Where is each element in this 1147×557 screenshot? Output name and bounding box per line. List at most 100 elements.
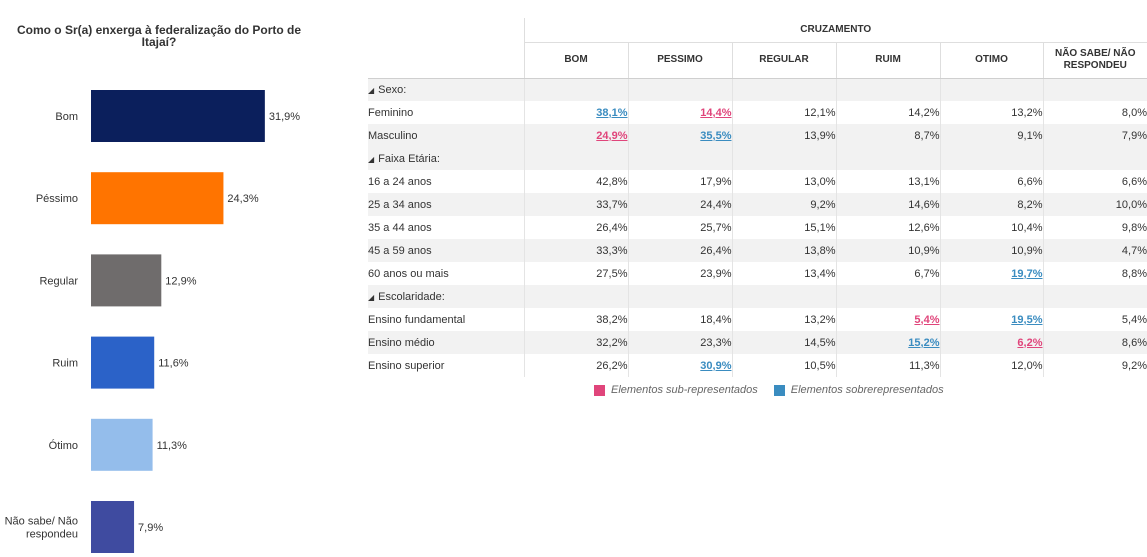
bar-3 [91, 336, 155, 389]
collapse-triangle-icon[interactable]: ◢ [368, 292, 375, 302]
table-cell: 14,2% [835, 101, 940, 124]
section-label-text: Sexo: [378, 83, 407, 96]
table-row: 25 a 34 anos 33,7% 24,4% 9,2% 14,6% 8,2% 10,0% [368, 193, 1147, 216]
table-cell: 6,6% [1042, 170, 1147, 193]
table-cell: 19,5% [939, 308, 1043, 331]
row-label: Masculino [368, 124, 524, 147]
under-swatch [594, 384, 605, 396]
table-cell: 5,4% [1042, 308, 1147, 331]
category-label: Não sabe/ Não respondeu [5, 516, 78, 541]
table-cell: 8,2% [939, 193, 1043, 216]
table-cell: 5,4% [835, 308, 940, 331]
under-represented-value: 14,4% [700, 106, 732, 119]
section-label[interactable]: ◢ Sexo: [368, 78, 524, 101]
section-blank-cell [627, 147, 732, 170]
table-row: Feminino 38,1% 14,4% 12,1% 14,2% 13,2% 8,0% [368, 101, 1147, 124]
over-represented-value: 19,7% [1011, 267, 1043, 280]
column-header-row: BOM PESSIMO REGULAR RUIM OTIMO NÃO SABE/ NÃO R… [368, 42, 1147, 79]
table-cell: 32,2% [523, 331, 628, 354]
table-cell: 13,8% [731, 239, 836, 262]
row-label: 35 a 44 anos [368, 221, 432, 234]
table-cell: 25,7% [627, 216, 732, 239]
bar-0 [91, 90, 265, 142]
table-cell: 12,0% [939, 354, 1043, 377]
table-cell: 9,8% [1042, 216, 1147, 239]
legend-over-label: Elementos sobrerepresentados [790, 384, 944, 396]
row-label: Feminino [368, 106, 414, 119]
table-cell: 13,4% [731, 262, 836, 285]
section-blank-cell [523, 147, 628, 170]
table-cell: 30,9% [627, 354, 732, 377]
column-header: BOM [523, 42, 628, 79]
row-label: 45 a 59 anos [368, 239, 524, 262]
row-label: Ensino superior [368, 359, 445, 372]
section-label-text: Faixa Etária: [378, 152, 440, 165]
table-cell: 38,2% [523, 308, 628, 331]
collapse-triangle-icon[interactable]: ◢ [368, 154, 375, 164]
table-cell: 33,3% [523, 239, 628, 262]
group-header-row: CRUZAMENTO [368, 18, 1147, 43]
table-cell: 38,1% [523, 101, 628, 124]
table-row: 60 anos ou mais 27,5% 23,9% 13,4% 6,7% 19,7% 8… [368, 262, 1147, 285]
table-cell: 9,1% [939, 124, 1043, 147]
table-cell: 10,9% [939, 239, 1043, 262]
table-cell: 13,9% [731, 124, 836, 147]
table-cell: 26,4% [627, 239, 732, 262]
section-blank-cell [835, 285, 940, 308]
section-row[interactable]: ◢ Sexo: [368, 78, 1147, 101]
significance-legend: Elementos sub-representados Elementos so… [594, 384, 960, 396]
section-blank-cell [731, 78, 836, 101]
table-cell: 19,7% [939, 262, 1043, 285]
over-represented-value: 30,9% [700, 359, 732, 372]
table-cell: 15,1% [731, 216, 836, 239]
row-label: Ensino médio [368, 331, 524, 354]
table-cell: 7,9% [1042, 124, 1147, 147]
section-blank-cell [939, 78, 1043, 101]
table-row: Ensino fundamental 38,2% 18,4% 13,2% 5,4% 19,… [368, 308, 1147, 331]
table-cell: 9,2% [731, 193, 836, 216]
legend-under-label: Elementos sub-representados [611, 384, 758, 396]
over-represented-value: 35,5% [700, 129, 732, 142]
header-blank [368, 18, 524, 42]
table-cell: 12,6% [835, 216, 940, 239]
bar-5 [91, 501, 135, 553]
collapse-triangle-icon[interactable]: ◢ [368, 85, 375, 95]
category-label: Regular [39, 275, 78, 287]
under-represented-value: 6,2% [1017, 336, 1043, 349]
bar-value-label: 11,3% [157, 440, 188, 452]
over-represented-value: 15,2% [908, 336, 940, 349]
legend-item-over: Elementos sobrerepresentados [773, 384, 944, 396]
row-label: 60 anos ou mais [368, 267, 449, 280]
table-cell: 35,5% [627, 124, 732, 147]
table-row: Ensino médio 32,2% 23,3% 14,5% 15,2% 6,2% 8,6% [368, 331, 1147, 354]
section-blank-cell [835, 147, 940, 170]
bar-4 [91, 418, 153, 471]
table-row: 45 a 59 anos 33,3% 26,4% 13,8% 10,9% 10,9% 4,7… [368, 239, 1147, 262]
category-label: Ótimo [49, 439, 78, 452]
table-cell: 10,4% [939, 216, 1043, 239]
table-cell: 8,7% [835, 124, 940, 147]
chart-title: Como o Sr(a) enxerga à federalização do … [0, 24, 318, 48]
section-label[interactable]: ◢ Faixa Etária: [368, 147, 524, 170]
section-blank-cell [627, 78, 732, 101]
section-row[interactable]: ◢ Escolaridade: [368, 285, 1147, 308]
section-label-text: Escolaridade: [378, 290, 445, 303]
header-blank [368, 42, 524, 79]
column-header: PESSIMO [627, 42, 732, 79]
category-label: Péssimo [36, 193, 78, 205]
table-cell: 33,7% [523, 193, 628, 216]
chart-title-text: Como o Sr(a) enxerga à federalização do … [16, 23, 302, 49]
section-label[interactable]: ◢ Escolaridade: [368, 285, 524, 308]
cross-tab-table: CRUZAMENTO BOM PESSIMO REGULAR RUIM OTIMO NÃO… [368, 18, 1147, 377]
table-cell: 26,2% [523, 354, 628, 377]
table-row: 35 a 44 anos 26,4% 25,7% 15,1% 12,6% 10,4% 9,8… [368, 216, 1147, 239]
table-cell: 14,6% [835, 193, 940, 216]
column-header: REGULAR [731, 42, 836, 79]
table-cell: 10,5% [731, 354, 836, 377]
table-cell: 10,9% [835, 239, 940, 262]
table-cell: 13,0% [731, 170, 836, 193]
table-cell: 6,7% [835, 262, 940, 285]
section-row[interactable]: ◢ Faixa Etária: [368, 147, 1147, 170]
bar-1 [91, 172, 224, 225]
table-cell: 8,8% [1042, 262, 1147, 285]
